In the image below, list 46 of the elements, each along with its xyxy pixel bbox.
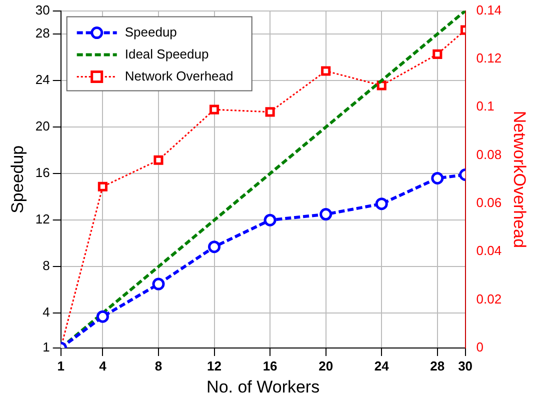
- y-tick-label: 16: [35, 165, 50, 180]
- x-tick-label: 28: [430, 358, 445, 374]
- y-tick-label: 24: [35, 72, 50, 88]
- point: [96, 310, 109, 323]
- y2-tick-label: 0.12: [476, 50, 502, 66]
- y-tick-label: 4: [42, 304, 50, 320]
- x-tick-label: 30: [458, 358, 473, 374]
- y2-tick-label: 0.14: [476, 2, 502, 18]
- point: [265, 107, 275, 117]
- y2-tick-label: 0.08: [476, 146, 502, 162]
- legend-label: Network Overhead: [124, 68, 234, 84]
- point: [432, 49, 442, 59]
- legend-label: Ideal Speedup: [124, 46, 209, 62]
- y-tick-label: 8: [42, 258, 50, 274]
- y2-tick-label: 0: [476, 340, 484, 355]
- x-tick-label: 24: [374, 358, 390, 374]
- x-tick-label: 16: [262, 358, 278, 374]
- point: [320, 208, 332, 221]
- y-tick-label: 20: [35, 118, 50, 134]
- y-tick-label: 12: [35, 212, 50, 227]
- y2-tick-label: 0.04: [476, 243, 502, 258]
- point: [431, 172, 444, 184]
- y-axis-title: Speedup: [8, 145, 27, 214]
- point: [376, 80, 386, 90]
- point: [98, 182, 108, 192]
- x-tick-label: 20: [318, 358, 334, 374]
- point: [208, 240, 221, 254]
- x-tick-label: 12: [207, 358, 222, 374]
- point: [375, 198, 388, 210]
- point: [264, 214, 276, 226]
- y2-tick-label: 0.02: [476, 291, 502, 306]
- x-axis-title: No. of Workers: [206, 377, 320, 396]
- point: [152, 278, 165, 290]
- x-tick-label: 8: [154, 358, 162, 374]
- x-tick-label: 4: [99, 358, 108, 374]
- y-tick-label: 28: [35, 26, 50, 41]
- point: [209, 104, 220, 114]
- point: [154, 155, 164, 165]
- point: [321, 66, 331, 76]
- y-tick-label: 30: [35, 2, 50, 18]
- y2-axis-title: NetworkOverhead: [510, 110, 530, 248]
- y2-tick-label: 0.1: [476, 98, 494, 114]
- y2-tick-label: 0.06: [476, 195, 502, 210]
- legend-label: Speedup: [124, 24, 177, 40]
- x-tick-label: 1: [57, 358, 64, 374]
- y-tick-label: 1: [42, 340, 50, 355]
